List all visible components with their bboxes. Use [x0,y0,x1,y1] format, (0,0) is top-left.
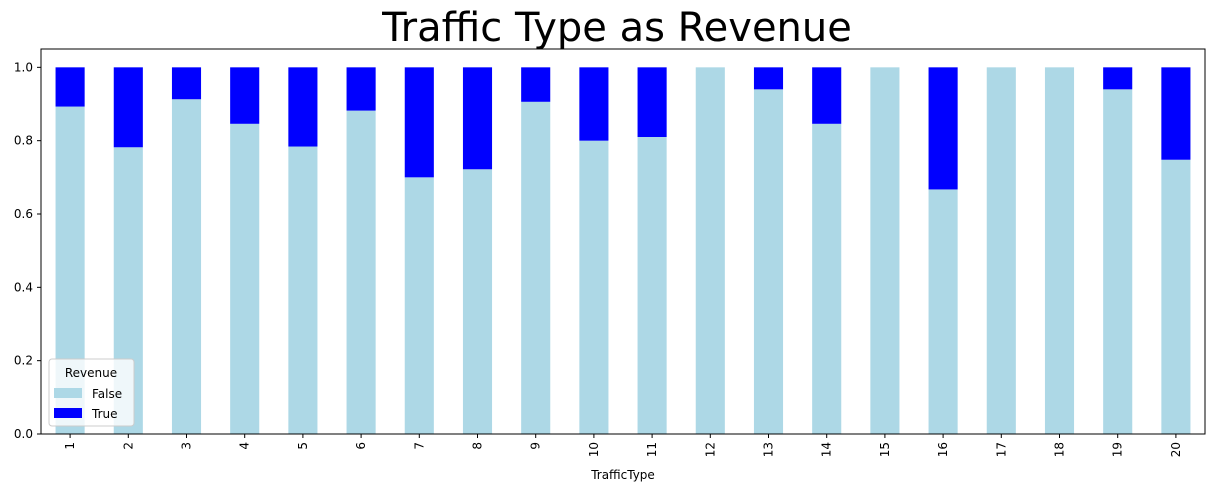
plot-frame [40,48,1206,435]
bar-true-14 [812,67,842,124]
y-tick-label: 1.0 [14,60,33,74]
x-tick-label-19: 19 [1111,442,1125,457]
x-tick-label-10: 10 [587,442,601,457]
x-tick-label-15: 15 [878,442,892,457]
x-axis-title: TrafficType [590,468,655,482]
bar-true-16 [928,67,958,190]
legend-label-true: True [91,407,118,421]
bar-false-16 [928,189,958,434]
bar-true-5 [288,67,318,147]
x-tick-label-4: 4 [238,442,252,450]
x-tick-label-16: 16 [936,442,950,457]
legend-title: Revenue [65,366,117,380]
bar-false-18 [1044,67,1075,434]
bar-false-13 [753,89,784,434]
x-tick-label-11: 11 [645,442,659,457]
x-tick-label-13: 13 [762,442,776,457]
bar-true-20 [1161,67,1191,160]
x-tick-label-3: 3 [180,442,194,450]
x-tick-label-1: 1 [63,442,77,450]
bar-true-1 [55,67,85,107]
x-tick-label-5: 5 [296,442,310,450]
bar-false-17 [986,67,1016,434]
legend-swatch-true [54,408,82,418]
bar-false-20 [1161,159,1191,434]
legend-swatch-false [54,388,82,398]
legend: Revenue False True [48,358,135,427]
bar-false-9 [521,101,551,435]
bar-true-8 [462,67,493,170]
bar-true-7 [404,67,434,178]
bar-false-5 [288,146,318,435]
x-tick-label-7: 7 [412,442,426,450]
bar-true-2 [113,67,143,148]
bar-true-10 [579,67,609,141]
x-tick-label-20: 20 [1169,442,1183,457]
bar-true-9 [521,67,551,102]
y-tick-label: 0.6 [14,207,33,221]
y-tick-label: 0.4 [14,280,33,294]
bar-true-13 [753,67,784,90]
x-tick-label-2: 2 [121,442,135,450]
bar-true-11 [637,67,667,137]
bar-false-3 [171,99,202,434]
chart-title: Traffic Type as Revenue [381,5,852,51]
bar-true-6 [346,67,376,111]
bar-true-4 [230,67,260,124]
bar-false-7 [404,177,434,435]
x-tick-label-9: 9 [529,442,543,450]
bar-false-14 [812,123,842,435]
x-tick-label-14: 14 [820,442,834,457]
x-tick-label-17: 17 [994,442,1008,457]
y-axis: 0.0 0.2 0.4 0.6 0.8 1.0 [14,60,41,441]
x-tick-label-8: 8 [471,442,485,450]
bar-false-15 [870,67,900,434]
bar-false-6 [346,110,376,434]
bar-false-4 [230,123,260,435]
bar-false-8 [462,169,493,434]
bar-true-3 [171,67,202,100]
legend-label-false: False [92,387,122,401]
bar-false-11 [637,137,667,434]
x-tick-label-12: 12 [703,442,717,457]
bars-group [55,67,1191,435]
bar-false-12 [695,67,725,434]
y-tick-label: 0.0 [14,427,33,441]
bar-true-19 [1103,67,1133,90]
x-tick-label-18: 18 [1053,442,1067,457]
bar-false-10 [579,140,609,434]
bar-false-19 [1103,89,1133,434]
y-tick-label: 0.8 [14,134,33,148]
x-axis: 1 2 3 4 5 6 7 8 9 10 11 12 13 14 15 16 17 18 19 20 [63,434,1183,457]
y-tick-label: 0.2 [14,354,33,368]
x-tick-label-6: 6 [354,442,368,450]
